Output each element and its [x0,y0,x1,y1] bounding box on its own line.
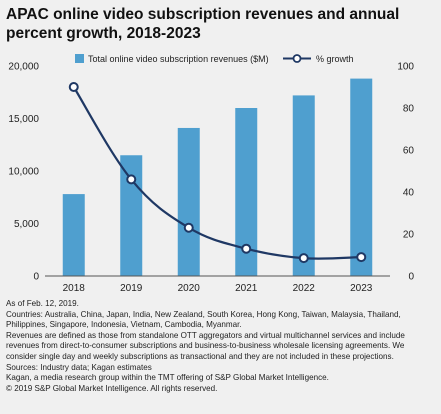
bar-2020 [177,127,200,276]
bar-2019 [120,155,143,276]
bar-2023 [350,78,373,276]
y-left-tick-label: 10,000 [8,167,39,178]
note-as-of: As of Feb. 12, 2019. [6,299,79,308]
y-left-tick-label: 15,000 [8,114,39,125]
growth-point-2022 [298,253,309,264]
legend-swatch-revenue [75,54,84,63]
legend-label-revenue: Total online video subscription revenues… [88,54,269,64]
growth-line [72,86,362,260]
growth-point-2018 [68,82,79,92]
y-right-tick-label: 60 [403,146,415,157]
note-definition: Revenues are defined as those from stand… [6,330,405,361]
chart-title: APAC online video subscription revenues … [6,6,400,42]
y-right-tick-label: 100 [397,62,414,73]
x-tick-label-2018: 2018 [63,283,86,294]
growth-point-2021 [241,243,252,254]
note-sources: Sources: Industry data; Kagan estimates [6,362,152,372]
bar-2021 [235,108,258,276]
bar-2018 [62,194,85,276]
legend-marker-growth [292,54,302,63]
growth-point-2020 [183,222,194,233]
note-copyright: © 2019 S&P Global Market Intelligence. A… [6,383,218,393]
x-tick-label-2019: 2019 [120,283,143,294]
y-right-tick-label: 40 [403,188,415,199]
x-tick-label-2020: 2020 [178,283,201,294]
bar-2022 [292,95,315,277]
combo-chart: 0 5,000 10,000 15,000 20,000 0 20 40 60 80 100 2018… [8,54,415,294]
x-tick-label-2023: 2023 [350,283,373,294]
chart-area: 0 5,000 10,000 15,000 20,000 0 20 40 60 80 100 2018… [0,44,441,300]
growth-point-2023 [356,252,367,263]
y-right-tick-label: 20 [403,230,415,241]
y-right-tick-label: 80 [403,104,415,115]
x-tick-label-2021: 2021 [235,283,258,294]
growth-point-2019 [126,174,137,185]
legend-label-growth: % growth [316,54,354,64]
y-left-tick-label: 20,000 [8,62,39,73]
y-right-tick-label: 0 [408,272,414,283]
y-left-tick-label: 0 [33,272,39,283]
note-countries: Countries: Australia, China, Japan, Indi… [6,309,401,330]
chart-notes: As of Feb. 12, 2019. Countries: Australi… [6,299,436,394]
x-tick-label-2022: 2022 [293,283,316,294]
y-left-tick-label: 5,000 [14,219,39,230]
note-kagan: Kagan, a media research group within the… [6,373,329,383]
